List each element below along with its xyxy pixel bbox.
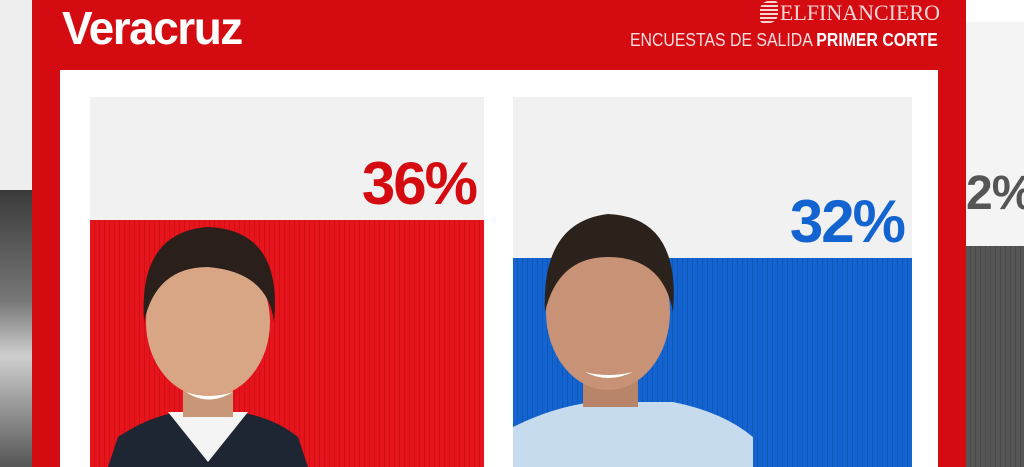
- subtitle: ENCUESTAS DE SALIDA PRIMER CORTE: [630, 30, 938, 51]
- candidate-photo-red: [108, 227, 308, 467]
- brand-icon: [759, 1, 778, 23]
- bar-column-red: 36%: [90, 97, 484, 467]
- results-card: Veracruz ELFINANCIERO ENCUESTAS DE SALID…: [32, 0, 966, 467]
- subtitle-bold: PRIMER CORTE: [816, 30, 938, 50]
- subtitle-regular: ENCUESTAS DE SALIDA: [630, 30, 813, 50]
- chart-area: 36% 32%: [60, 70, 938, 467]
- background-bar-gray: [966, 246, 1024, 467]
- bar-label-blue: 32%: [789, 188, 906, 255]
- background-right-top: [966, 0, 1024, 22]
- candidate-photo-blue: [513, 214, 753, 467]
- background-percent-label: 2%: [966, 167, 1024, 220]
- bar-label-red: 36%: [361, 150, 478, 217]
- brand-name: ELFINANCIERO: [779, 0, 940, 25]
- bar-column-blue: 32%: [513, 97, 912, 467]
- page-title: Veracruz: [62, 2, 243, 54]
- brand-logo: ELFINANCIERO: [759, 0, 940, 26]
- background-candidate-photo: [0, 190, 32, 467]
